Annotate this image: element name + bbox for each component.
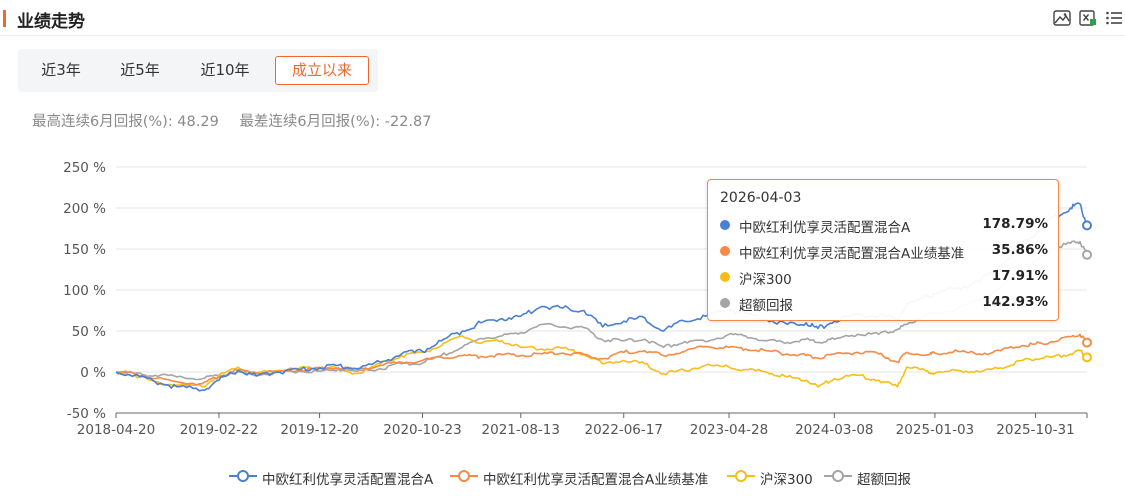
header-toolbar (1053, 10, 1123, 26)
x-tick-label: 2023-04-28 (690, 422, 768, 438)
excess-dot-icon (720, 298, 730, 308)
tab-5-years[interactable]: 近5年 (120, 61, 160, 79)
x-axis: 2018-04-20 2019-02-22 2019-12-20 2020-10-23… (77, 412, 1088, 438)
tab-3-years[interactable]: 近3年 (41, 61, 81, 79)
series-line (115, 335, 1088, 388)
tooltip-row-excess: 超额回报 142.93% (720, 293, 1048, 314)
line-marker-icon (229, 470, 257, 482)
return-stats: 最高连续6月回报(%): 48.29 最差连续6月回报(%): -22.87 (32, 110, 448, 131)
series-end-point (1082, 249, 1092, 260)
period-tabs: 近3年 近5年 近10年 成立以来 (18, 49, 378, 92)
x-tick-label: 2025-01-03 (896, 422, 974, 438)
x-tick-label: 2018-04-20 (77, 422, 155, 438)
legend-label: 中欧红利优享灵活配置混合A (262, 472, 434, 488)
line-marker-icon (450, 470, 478, 482)
y-tick-label: 50 % (72, 324, 106, 340)
csi300-dot-icon (720, 272, 730, 282)
x-tick-label: 2025-10-31 (996, 422, 1074, 438)
series-end-point (1082, 337, 1092, 348)
x-tick-label: 2020-10-23 (383, 422, 461, 438)
tooltip-series-name: 沪深300 (739, 272, 792, 288)
series-line (115, 333, 1088, 386)
tooltip-series-value: 17.91% (991, 268, 1048, 284)
y-tick-label: 150 % (63, 242, 106, 258)
chart-tooltip: 2026-04-03 中欧红利优享灵活配置混合A 178.79% 中欧红利优享灵… (707, 179, 1059, 321)
legend-label: 沪深300 (760, 472, 813, 488)
legend-label: 中欧红利优享灵活配置混合A业绩基准 (483, 472, 709, 488)
y-tick-label: -50 % (67, 406, 106, 422)
y-tick-label: 100 % (63, 283, 106, 299)
header-accent-bar (3, 10, 6, 27)
performance-chart: -50 % 0 % 50 % 100 % 150 % 200 % 250 % 2018-04… (63, 160, 1092, 438)
best-6m-return: 最高连续6月回报(%): 48.29 (32, 114, 219, 130)
y-axis: -50 % 0 % 50 % 100 % 150 % 200 % 250 % (63, 160, 106, 422)
line-marker-icon (824, 470, 852, 482)
series-end-point (1082, 220, 1092, 231)
legend-label: 超额回报 (857, 472, 911, 488)
tooltip-series-name: 中欧红利优享灵活配置混合A (739, 220, 911, 236)
menu-list-icon[interactable] (1105, 10, 1123, 26)
tab-since-inception[interactable]: 成立以来 (275, 56, 369, 85)
worst-6m-return: 最差连续6月回报(%): -22.87 (239, 114, 432, 130)
y-tick-label: 0 % (80, 365, 106, 381)
x-tick-label: 2022-06-17 (584, 422, 662, 438)
tab-10-years[interactable]: 近10年 (200, 61, 250, 79)
tooltip-row-fund: 中欧红利优享灵活配置混合A 178.79% (720, 215, 1048, 236)
series-end-point (1082, 352, 1092, 363)
tooltip-series-value: 35.86% (991, 242, 1048, 258)
x-tick-label: 2024-03-08 (795, 422, 873, 438)
y-tick-label: 250 % (63, 160, 106, 176)
excel-export-icon[interactable] (1079, 10, 1097, 26)
fund-dot-icon (720, 220, 730, 230)
section-header: 业绩走势 (0, 0, 1125, 36)
tooltip-series-value: 178.79% (982, 216, 1048, 232)
y-tick-label: 200 % (63, 201, 106, 217)
benchmark-dot-icon (720, 246, 730, 256)
tooltip-series-value: 142.93% (982, 294, 1048, 310)
section-title: 业绩走势 (17, 12, 85, 32)
tooltip-row-csi300: 沪深300 17.91% (720, 267, 1048, 288)
image-download-icon[interactable] (1053, 10, 1071, 26)
tooltip-row-benchmark: 中欧红利优享灵活配置混合A业绩基准 35.86% (720, 241, 1048, 262)
x-tick-label: 2019-12-20 (280, 422, 358, 438)
tooltip-date: 2026-04-03 (720, 190, 802, 206)
x-tick-label: 2019-02-22 (180, 422, 258, 438)
x-tick-label: 2021-08-13 (482, 422, 560, 438)
tooltip-series-name: 超额回报 (739, 298, 793, 314)
chart-legend: 中欧红利优享灵活配置混合A 中欧红利优享灵活配置混合A业绩基准 沪深300 超额… (0, 466, 1125, 488)
tooltip-series-name: 中欧红利优享灵活配置混合A业绩基准 (739, 246, 965, 262)
line-marker-icon (727, 470, 755, 482)
